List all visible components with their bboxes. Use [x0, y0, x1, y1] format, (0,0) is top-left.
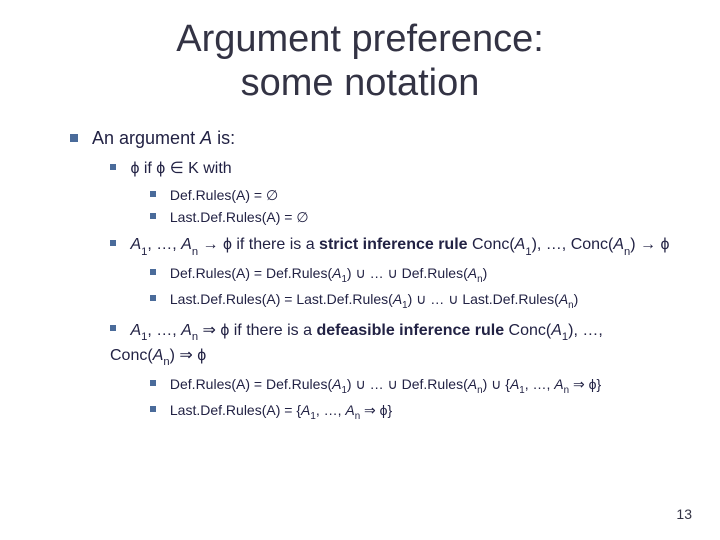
- bullet-icon: [150, 213, 156, 219]
- bullet-icon: [110, 164, 116, 170]
- bullet-icon: [150, 191, 156, 197]
- bullet-b3a: Def.Rules(A) = Def.Rules(A1) ∪ … ∪ Def.R…: [150, 374, 670, 398]
- bullet-b2b: Last.Def.Rules(A) = Last.Def.Rules(A1) ∪…: [150, 289, 670, 313]
- bullet-icon: [150, 380, 156, 386]
- bullet-b3b: Last.Def.Rules(A) = {A1, …, An ⇒ ϕ}: [150, 400, 670, 424]
- slide-content: An argument A is: ϕ if ϕ ∈ K with Def.Ru…: [0, 105, 720, 423]
- title-line-1: Argument preference:: [176, 18, 544, 60]
- bullet-l1: An argument A is:: [70, 125, 670, 151]
- b3b-text: Last.Def.Rules(A) = {A1, …, An ⇒ ϕ}: [170, 402, 392, 418]
- bullet-b1: ϕ if ϕ ∈ K with: [110, 157, 670, 180]
- bullet-icon: [150, 406, 156, 412]
- b3a-text: Def.Rules(A) = Def.Rules(A1) ∪ … ∪ Def.R…: [170, 376, 601, 392]
- l1-text: An argument A is:: [92, 128, 235, 148]
- b2-text: A1, …, An → ϕ if there is a strict infer…: [130, 236, 669, 253]
- b3-text: A1, …, An ⇒ ϕ if there is a defeasible i…: [110, 322, 603, 364]
- bullet-b2: A1, …, An → ϕ if there is a strict infer…: [110, 233, 670, 258]
- bullet-b2a: Def.Rules(A) = Def.Rules(A1) ∪ … ∪ Def.R…: [150, 263, 670, 287]
- b2b-text: Last.Def.Rules(A) = Last.Def.Rules(A1) ∪…: [170, 291, 578, 307]
- b1-text: ϕ if ϕ ∈ K with: [130, 160, 231, 177]
- slide-title: Argument preference: some notation: [0, 0, 720, 105]
- bullet-icon: [150, 295, 156, 301]
- bullet-b1a: Def.Rules(A) = ∅: [150, 185, 670, 205]
- bullet-b3: A1, …, An ⇒ ϕ if there is a defeasible i…: [110, 319, 670, 370]
- b2a-text: Def.Rules(A) = Def.Rules(A1) ∪ … ∪ Def.R…: [170, 265, 487, 281]
- bullet-b1b: Last.Def.Rules(A) = ∅: [150, 207, 670, 227]
- b1a-text: Def.Rules(A) = ∅: [170, 187, 278, 203]
- bullet-icon: [110, 240, 116, 246]
- title-line-2: some notation: [241, 62, 480, 104]
- bullet-icon: [110, 325, 116, 331]
- bullet-icon: [150, 269, 156, 275]
- bullet-icon: [70, 134, 78, 142]
- page-number: 13: [676, 506, 692, 522]
- b1b-text: Last.Def.Rules(A) = ∅: [170, 209, 309, 225]
